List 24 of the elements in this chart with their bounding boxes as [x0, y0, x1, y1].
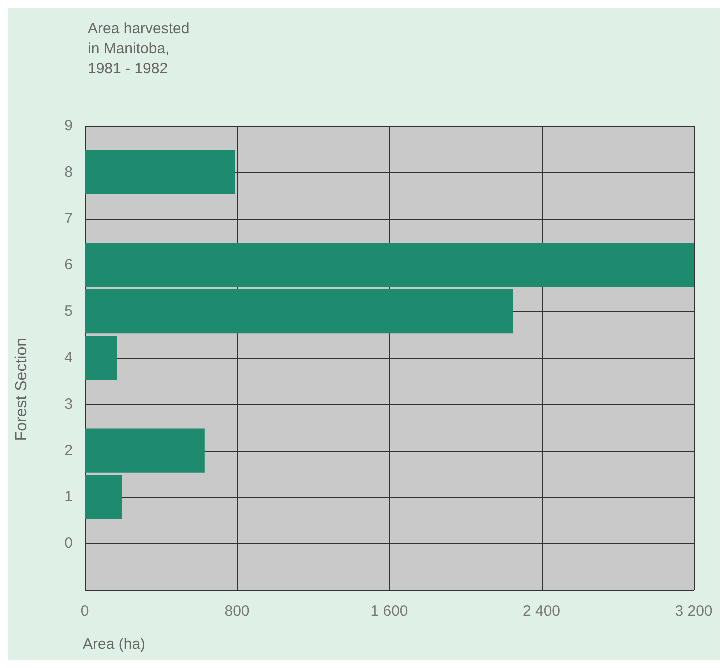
- x-tick-label: 0: [80, 603, 90, 620]
- bar: [85, 475, 122, 520]
- bar: [85, 336, 118, 380]
- y-tick-label: 1: [64, 488, 73, 506]
- y-tick-label: 9: [64, 118, 73, 134]
- x-tick-label: 1 600: [370, 603, 408, 620]
- x-tick-label: 800: [224, 603, 250, 620]
- x-axis-title: Area (ha): [83, 636, 146, 653]
- x-tick-label: 2 400: [522, 603, 561, 620]
- y-tick-label: 7: [64, 210, 73, 228]
- y-tick-label: 2: [64, 442, 73, 460]
- y-tick-label: 8: [64, 164, 73, 181]
- y-tick-label: 0: [64, 535, 73, 552]
- y-tick-label: 4: [64, 350, 73, 366]
- bar: [85, 428, 205, 473]
- y-tick-label: 5: [64, 303, 73, 320]
- bar: [85, 243, 694, 288]
- y-axis-title: Forest Section: [14, 338, 30, 442]
- chart-title: Area harvested in Manitoba, 1981 - 1982: [88, 20, 190, 78]
- x-tick-label: 3 200: [675, 603, 713, 620]
- bar: [85, 290, 514, 334]
- y-tick-label: 6: [64, 256, 73, 274]
- y-tick-label: 3: [64, 396, 73, 413]
- bar: [85, 150, 236, 194]
